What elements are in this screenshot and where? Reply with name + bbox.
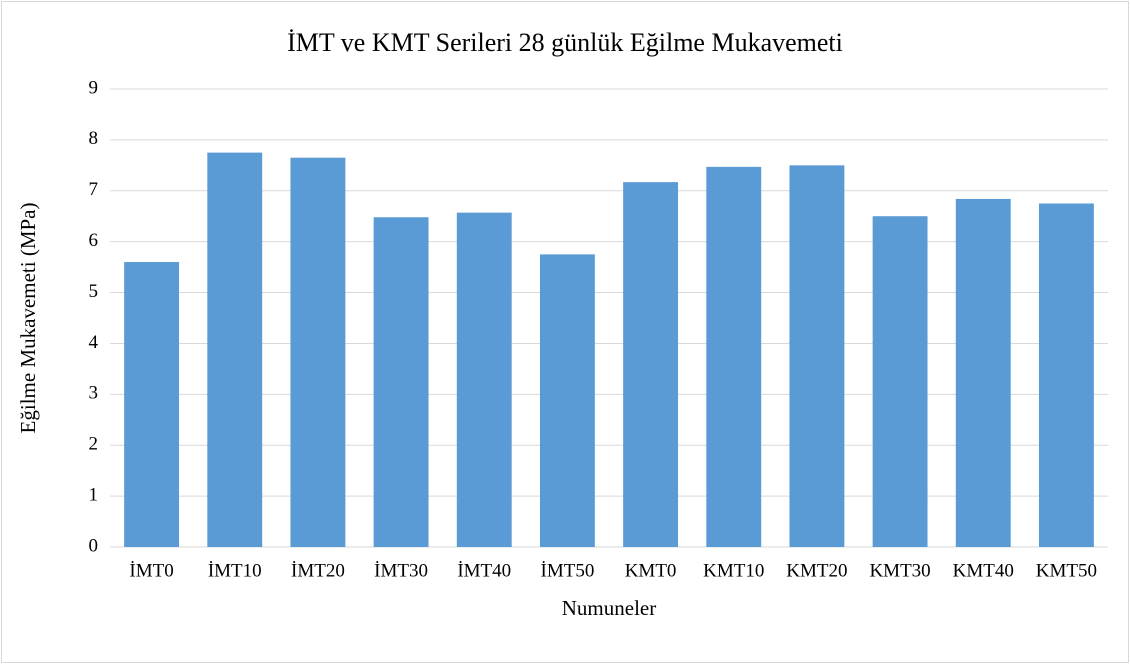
x-tick-label: İMT10	[208, 560, 262, 581]
y-tick-label: 1	[89, 484, 99, 505]
y-tick-label: 4	[89, 332, 99, 353]
bar	[1038, 203, 1094, 547]
bar	[539, 254, 595, 547]
chart-title: İMT ve KMT Serileri 28 günlük Eğilme Muk…	[287, 28, 843, 57]
bar	[872, 216, 928, 547]
x-tick-label: KMT30	[869, 560, 930, 581]
bar	[623, 182, 679, 548]
bar	[207, 152, 263, 547]
y-tick-label: 0	[89, 535, 99, 556]
y-tick-label: 3	[89, 383, 99, 404]
x-tick-label: KMT20	[786, 560, 847, 581]
bar	[955, 198, 1011, 548]
x-tick-label: İMT30	[374, 560, 428, 581]
bar	[290, 157, 346, 547]
x-tick-label: KMT50	[1036, 560, 1097, 581]
bar	[706, 166, 762, 548]
bar	[789, 165, 845, 548]
x-tick-label: İMT0	[129, 560, 173, 581]
y-tick-label: 6	[89, 230, 99, 251]
x-tick-label: İMT50	[541, 560, 595, 581]
x-tick-label: KMT10	[703, 560, 764, 581]
x-axis-label: Numuneler	[562, 596, 656, 620]
y-tick-label: 9	[89, 77, 99, 98]
bar	[124, 262, 180, 547]
y-axis-label: Eğilme Mukavemeti (MPa)	[16, 203, 40, 434]
y-tick-label: 2	[89, 434, 99, 455]
y-tick-label: 7	[89, 179, 99, 200]
y-tick-label: 8	[89, 128, 99, 149]
x-tick-label: İMT40	[457, 560, 511, 581]
bar	[373, 217, 429, 548]
x-tick-label: KMT40	[953, 560, 1014, 581]
y-tick-label: 5	[89, 281, 99, 302]
x-tick-label: KMT0	[625, 560, 677, 581]
bar	[456, 212, 512, 547]
x-tick-label: İMT20	[291, 560, 345, 581]
